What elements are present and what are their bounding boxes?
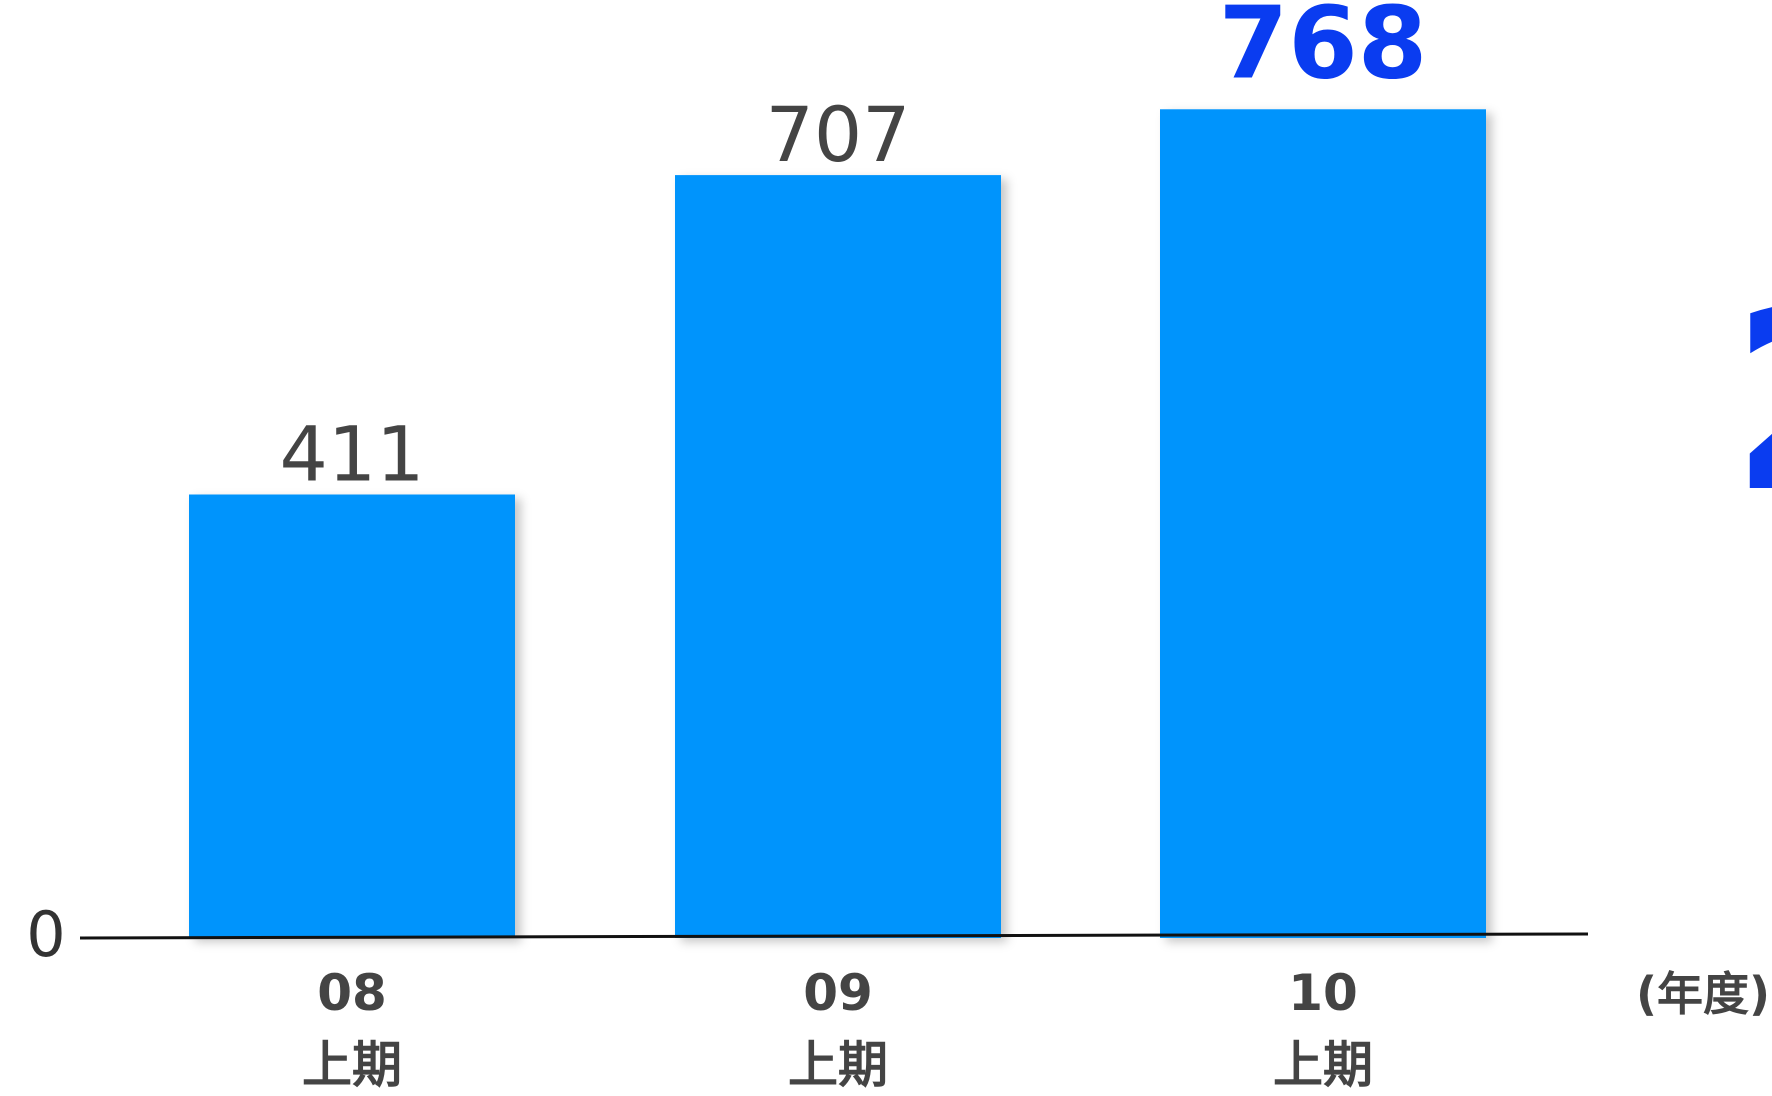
y-tick-label-zero: 0 xyxy=(26,898,65,971)
x-tick-label-08: 08 xyxy=(317,964,387,1022)
cropped-edge-glyph: 2 xyxy=(1730,256,1772,547)
x-tick-label-10: 10 xyxy=(1288,964,1358,1022)
x-unit-label: (年度) xyxy=(1636,967,1770,1021)
x-tick-sublabel-10: 上期 xyxy=(1273,1036,1373,1094)
x-tick-sublabel-09: 上期 xyxy=(788,1036,888,1094)
labels-group: 411 08 上期 707 09 上期 768 10 上期 xyxy=(279,0,1427,1094)
x-tick-label-09: 09 xyxy=(803,964,873,1022)
bars-group xyxy=(189,109,1486,939)
data-label-08: 411 xyxy=(279,410,424,499)
x-tick-sublabel-08: 上期 xyxy=(302,1036,402,1094)
bar-08 xyxy=(189,494,515,938)
bar-09 xyxy=(675,175,1001,939)
bar-10 xyxy=(1160,109,1486,939)
x-axis-line xyxy=(79,932,1589,940)
data-label-09: 707 xyxy=(765,90,910,179)
data-label-10: 768 xyxy=(1219,0,1428,101)
